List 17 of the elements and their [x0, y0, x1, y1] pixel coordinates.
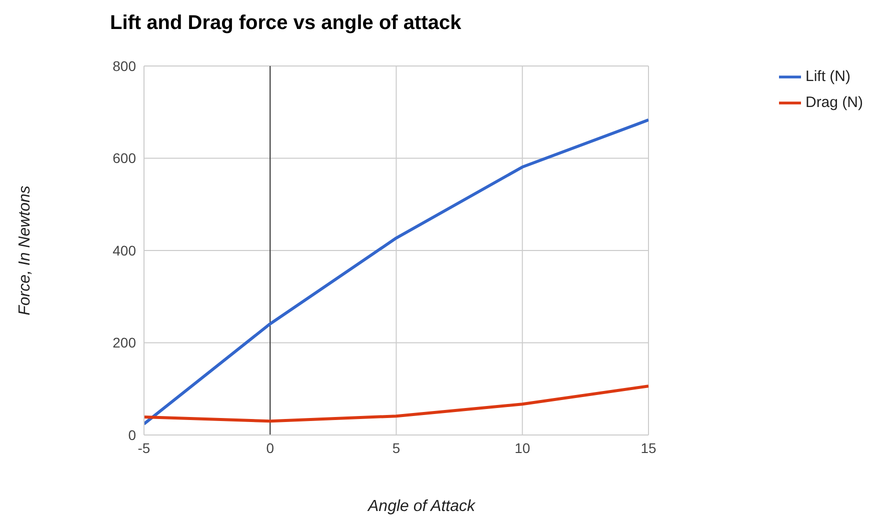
y-tick-label: 200 — [112, 334, 136, 351]
y-tick-label: 0 — [128, 426, 136, 443]
chart-title: Lift and Drag force vs angle of attack — [110, 12, 462, 35]
y-axis-title: Force, In Newtons — [16, 186, 34, 316]
line-series — [144, 118, 648, 426]
x-tick-label: 5 — [392, 440, 400, 456]
legend-label: Drag (N) — [805, 94, 863, 111]
x-tick-label: 15 — [640, 440, 656, 456]
y-tick-label: 600 — [112, 150, 136, 166]
x-tick-label: 0 — [266, 440, 274, 456]
x-tick-label: 10 — [514, 440, 530, 456]
x-axis-title: Angle of Attack — [368, 498, 476, 516]
y-tick-label: 400 — [112, 242, 136, 258]
y-tick-label: 800 — [112, 58, 136, 74]
legend-label: Lift (N) — [805, 68, 850, 85]
line-series — [144, 384, 648, 423]
x-tick-label: -5 — [138, 440, 150, 456]
